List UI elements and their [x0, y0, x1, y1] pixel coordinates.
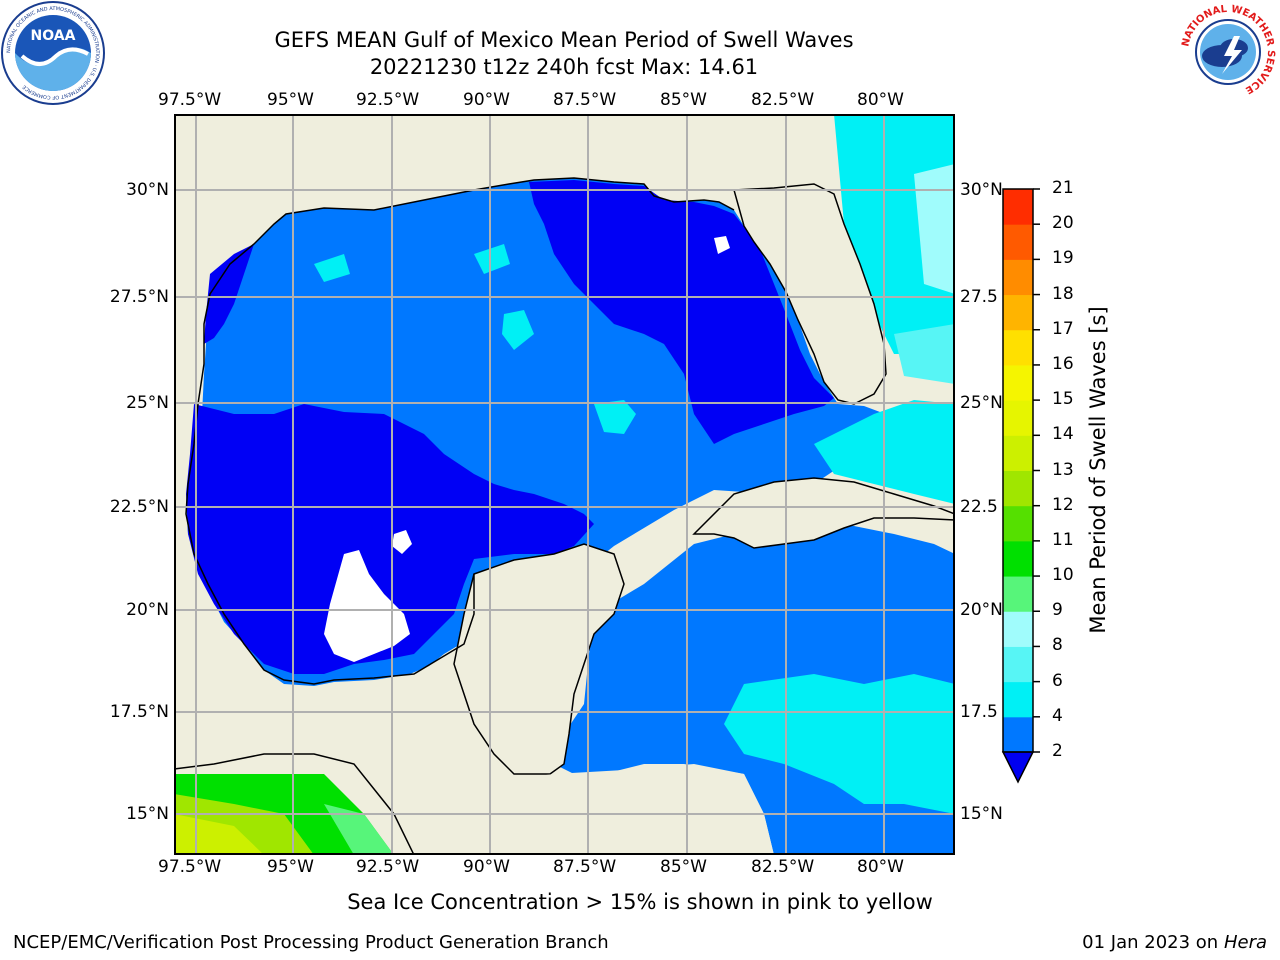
colorbar-tick-label: 9: [1052, 600, 1063, 621]
lon-tick-bottom: 92.5°W: [356, 857, 420, 877]
lon-tick-top: 92.5°W: [356, 90, 420, 110]
lat-tick-left: 20°N: [126, 600, 169, 620]
cyan-patch-caribbean: [724, 674, 955, 814]
colorbar-segment: [1003, 681, 1033, 718]
lat-tick-right: 22.5: [960, 497, 998, 517]
colorbar-tick-label: 6: [1052, 670, 1063, 691]
colorbar-segment: [1003, 435, 1033, 471]
colorbar-segment: [1003, 576, 1033, 612]
colorbar-tick-label: 14: [1052, 424, 1074, 445]
lat-tick-left: 22.5°N: [109, 497, 169, 517]
lat-tick-left: 27.5°N: [109, 287, 169, 307]
colorbar-segment: [1003, 540, 1033, 577]
colorbar-tick-label: 11: [1052, 529, 1074, 550]
lon-tick-top: 97.5°W: [158, 90, 222, 110]
colorbar-segment: [1003, 364, 1033, 401]
north-coastline: [193, 177, 735, 445]
cuba-island: [692, 477, 955, 549]
cyan-patch-gulf-4: [314, 254, 350, 282]
colorbar-segment: [1003, 329, 1033, 366]
deep-blue-east: [529, 180, 834, 444]
colorbar-tick-label: 2: [1052, 741, 1063, 761]
colorbar-segment: [1003, 259, 1033, 296]
colorbar-segment: [1003, 716, 1033, 753]
mask-bay-campeche: [324, 550, 410, 662]
colorbar-tick-label: 17: [1052, 318, 1074, 339]
lat-tick-left: 15°N: [126, 804, 169, 824]
noaa-logo-text: NOAA: [31, 28, 76, 44]
colorbar-tick-label: 12: [1052, 494, 1074, 515]
colorbar-label: Mean Period of Swell Waves [s]: [1086, 306, 1110, 634]
lat-tick-left: 25°N: [126, 393, 169, 413]
colorbar-tick-label: 4: [1052, 705, 1063, 726]
lon-tick-top: 82.5°W: [751, 90, 815, 110]
lon-tick-bottom: 90°W: [463, 857, 510, 877]
gulf-map: [174, 114, 955, 855]
mask-gulf-spot: [714, 236, 730, 254]
pale-cyan-atlantic: [914, 164, 955, 294]
date-stamp: 01 Jan 2023 on Hera: [1082, 932, 1267, 953]
colorbar-tick-label: 15: [1052, 389, 1074, 410]
colorbar-segment: [1003, 505, 1033, 542]
mask-small-patch: [392, 530, 412, 554]
lon-tick-bottom: 80°W: [857, 857, 904, 877]
map-title: GEFS MEAN Gulf of Mexico Mean Period of …: [274, 28, 854, 52]
colorbar-tick-label: 16: [1052, 353, 1074, 374]
colorbar-segment: [1003, 294, 1033, 331]
lon-tick-top: 80°W: [857, 90, 904, 110]
map-frame: [174, 114, 955, 855]
map-subtitle: 20221230 t12z 240h fcst Max: 14.61: [369, 55, 759, 79]
colorbar: [1001, 188, 1040, 784]
lon-tick-bottom: 85°W: [660, 857, 707, 877]
lat-tick-right: 27.5: [960, 287, 998, 307]
lon-tick-top: 87.5°W: [553, 90, 617, 110]
colorbar-tick-label: 13: [1052, 459, 1074, 480]
colorbar-tick-label: 10: [1052, 565, 1074, 586]
colorbar-tick-label: 18: [1052, 283, 1074, 304]
host-name: Hera: [1223, 932, 1267, 953]
lat-tick-right: 17.5: [960, 702, 998, 722]
colorbar-tick-label: 21: [1052, 178, 1074, 198]
lon-tick-top: 90°W: [463, 90, 510, 110]
colorbar-tick-label: 20: [1052, 213, 1074, 234]
nws-logo-icon: NATIONAL WEATHER SERVICE: [1178, 2, 1278, 102]
colorbar-tick-label: 19: [1052, 248, 1074, 269]
lon-tick-bottom: 87.5°W: [553, 857, 617, 877]
lon-tick-bottom: 97.5°W: [158, 857, 222, 877]
colorbar-extend-triangle: [1001, 751, 1035, 784]
cyan-patch-gulf-1: [594, 400, 636, 434]
graticule: [174, 114, 955, 855]
lon-tick-bottom: 82.5°W: [751, 857, 815, 877]
lat-tick-right: 25°N: [960, 393, 1003, 413]
date-text: 01 Jan 2023 on: [1082, 932, 1224, 953]
pacific-swell-area-4: [324, 804, 394, 855]
cyan-patch-gulf-3: [474, 244, 510, 274]
colorbar-tick-label: 8: [1052, 635, 1063, 656]
noaa-logo-icon: NOAA NATIONAL OCEANIC AND ATMOSPHERIC AD…: [1, 1, 105, 105]
honduras-land: [414, 764, 774, 855]
lat-tick-right: 30°N: [960, 180, 1003, 200]
lat-tick-right: 15°N: [960, 804, 1003, 824]
sea-ice-note: Sea Ice Concentration > 15% is shown in …: [347, 890, 933, 914]
colorbar-segment: [1003, 400, 1033, 436]
light-cyan-patch: [894, 324, 955, 384]
lon-tick-top: 85°W: [660, 90, 707, 110]
colorbar-segment: [1003, 646, 1033, 683]
lat-tick-left: 17.5°N: [109, 702, 169, 722]
deep-blue-northwest: [204, 244, 254, 344]
colorbar-segment: [1003, 189, 1033, 225]
credit-text: NCEP/EMC/Verification Post Processing Pr…: [13, 932, 609, 953]
colorbar-segment: [1003, 611, 1033, 647]
colorbar-segment: [1003, 224, 1033, 260]
lat-tick-left: 30°N: [126, 180, 169, 200]
cyan-patch-gulf-2: [502, 310, 534, 350]
west-coastline: [185, 443, 475, 685]
florida-land: [733, 183, 887, 405]
lon-tick-top: 95°W: [267, 90, 314, 110]
colorbar-segment: [1003, 470, 1033, 507]
lat-tick-right: 20°N: [960, 600, 1003, 620]
deep-blue-west: [186, 404, 594, 674]
lon-tick-bottom: 95°W: [267, 857, 314, 877]
